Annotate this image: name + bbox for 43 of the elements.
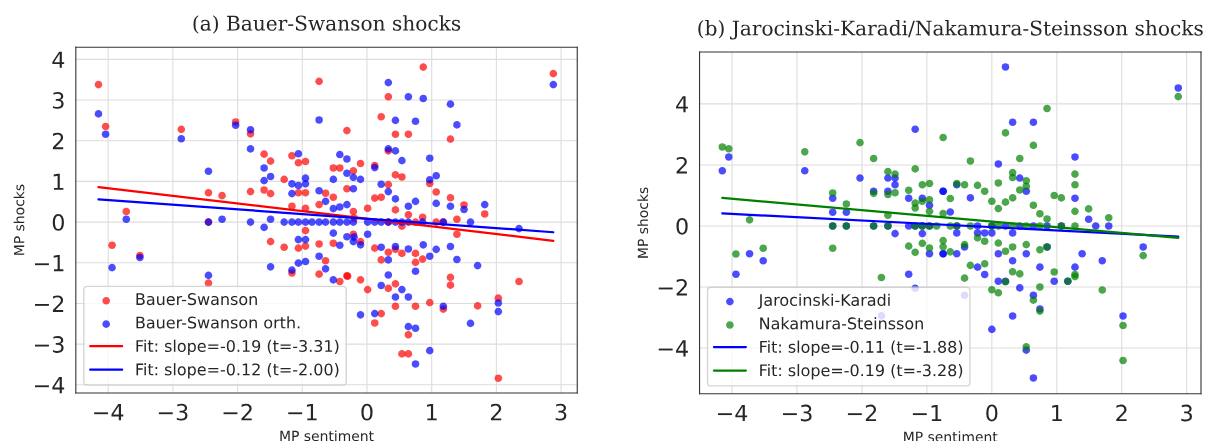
y-tick-label: 0 xyxy=(676,217,688,235)
x-tick-label: −3 xyxy=(158,403,188,421)
y-tick-label: 4 xyxy=(52,51,65,68)
y-tick-label: −2 xyxy=(658,278,687,296)
y-axis-title: MP shocks xyxy=(13,184,25,255)
x-tick-label: 3 xyxy=(555,403,567,421)
y-tick-label: 2 xyxy=(676,156,687,174)
x-tick-label: −1 xyxy=(912,404,942,422)
legend-label: Fit: slope=-0.12 (t=-2.00) xyxy=(136,363,339,379)
legend-label: Bauer-Swanson orth. xyxy=(136,316,300,329)
x-tick-label: 2 xyxy=(490,403,502,421)
x-tick-label: 1 xyxy=(427,404,437,421)
legend-label: Fit: slope=-0.11 (t=-1.88) xyxy=(760,340,963,356)
x-tick-label: 0 xyxy=(986,404,998,422)
y-tick-label: −3 xyxy=(35,336,64,353)
legend-label: Fit: slope=-0.19 (t=-3.31) xyxy=(136,339,339,356)
x-tick-label: −4 xyxy=(94,404,124,421)
y-tick-label: −4 xyxy=(35,377,65,394)
legend-label: Fit: slope=-0.19 (t=-3.28) xyxy=(760,363,963,380)
legend-label: Jarocinski-Karadi xyxy=(757,293,890,309)
x-tick-label: 2 xyxy=(1116,404,1127,422)
y-tick-label: −2 xyxy=(35,295,64,312)
y-tick-label: −4 xyxy=(658,340,688,357)
y-tick-label: 0 xyxy=(52,214,64,231)
y-tick-label: 1 xyxy=(53,173,64,190)
x-axis-title: MP sentiment xyxy=(280,430,374,441)
x-tick-label: −1 xyxy=(288,404,317,421)
x-tick-label: −2 xyxy=(847,404,877,422)
y-tick-label: 3 xyxy=(52,92,64,109)
legend-label: Nakamura-Steinsson xyxy=(760,317,923,330)
chart-title: (a) Bauer-Swanson shocks xyxy=(193,15,461,34)
x-tick-label: −4 xyxy=(718,404,748,422)
x-tick-label: 3 xyxy=(1181,404,1192,422)
chart-title: (b) Jarocinski-Karadi/Nakamura-Steinsson shocks xyxy=(698,20,1203,40)
y-tick-label: −1 xyxy=(35,255,64,272)
y-axis-title: MP shocks xyxy=(637,187,649,258)
x-tick-label: −3 xyxy=(782,404,812,422)
y-tick-label: 4 xyxy=(676,96,688,113)
x-tick-label: −2 xyxy=(223,403,252,421)
x-tick-label: 1 xyxy=(1052,404,1062,422)
x-tick-label: 0 xyxy=(361,403,373,421)
y-tick-label: 2 xyxy=(52,132,64,150)
legend-label: Bauer-Swanson xyxy=(136,293,257,306)
